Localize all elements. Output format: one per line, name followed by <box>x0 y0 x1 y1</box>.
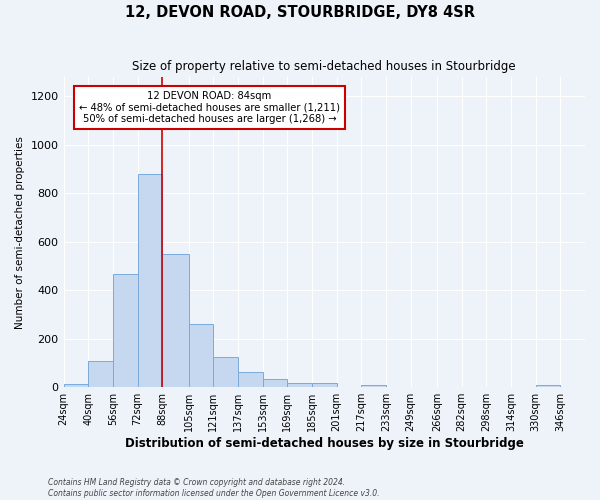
Bar <box>263 378 287 387</box>
Bar <box>213 357 238 387</box>
Bar <box>312 383 337 387</box>
Bar <box>88 360 113 387</box>
Text: 12, DEVON ROAD, STOURBRIDGE, DY8 4SR: 12, DEVON ROAD, STOURBRIDGE, DY8 4SR <box>125 5 475 20</box>
Bar <box>287 383 312 387</box>
X-axis label: Distribution of semi-detached houses by size in Stourbridge: Distribution of semi-detached houses by … <box>125 437 524 450</box>
Text: 12 DEVON ROAD: 84sqm
← 48% of semi-detached houses are smaller (1,211)
50% of se: 12 DEVON ROAD: 84sqm ← 48% of semi-detac… <box>79 91 340 124</box>
Bar <box>361 386 386 387</box>
Text: Contains HM Land Registry data © Crown copyright and database right 2024.
Contai: Contains HM Land Registry data © Crown c… <box>48 478 380 498</box>
Bar <box>536 386 560 387</box>
Title: Size of property relative to semi-detached houses in Stourbridge: Size of property relative to semi-detach… <box>133 60 516 73</box>
Bar <box>64 384 88 387</box>
Bar <box>137 174 162 387</box>
Bar <box>238 372 263 387</box>
Bar <box>188 324 213 387</box>
Y-axis label: Number of semi-detached properties: Number of semi-detached properties <box>15 136 25 328</box>
Bar <box>113 274 137 387</box>
Bar <box>162 254 188 387</box>
